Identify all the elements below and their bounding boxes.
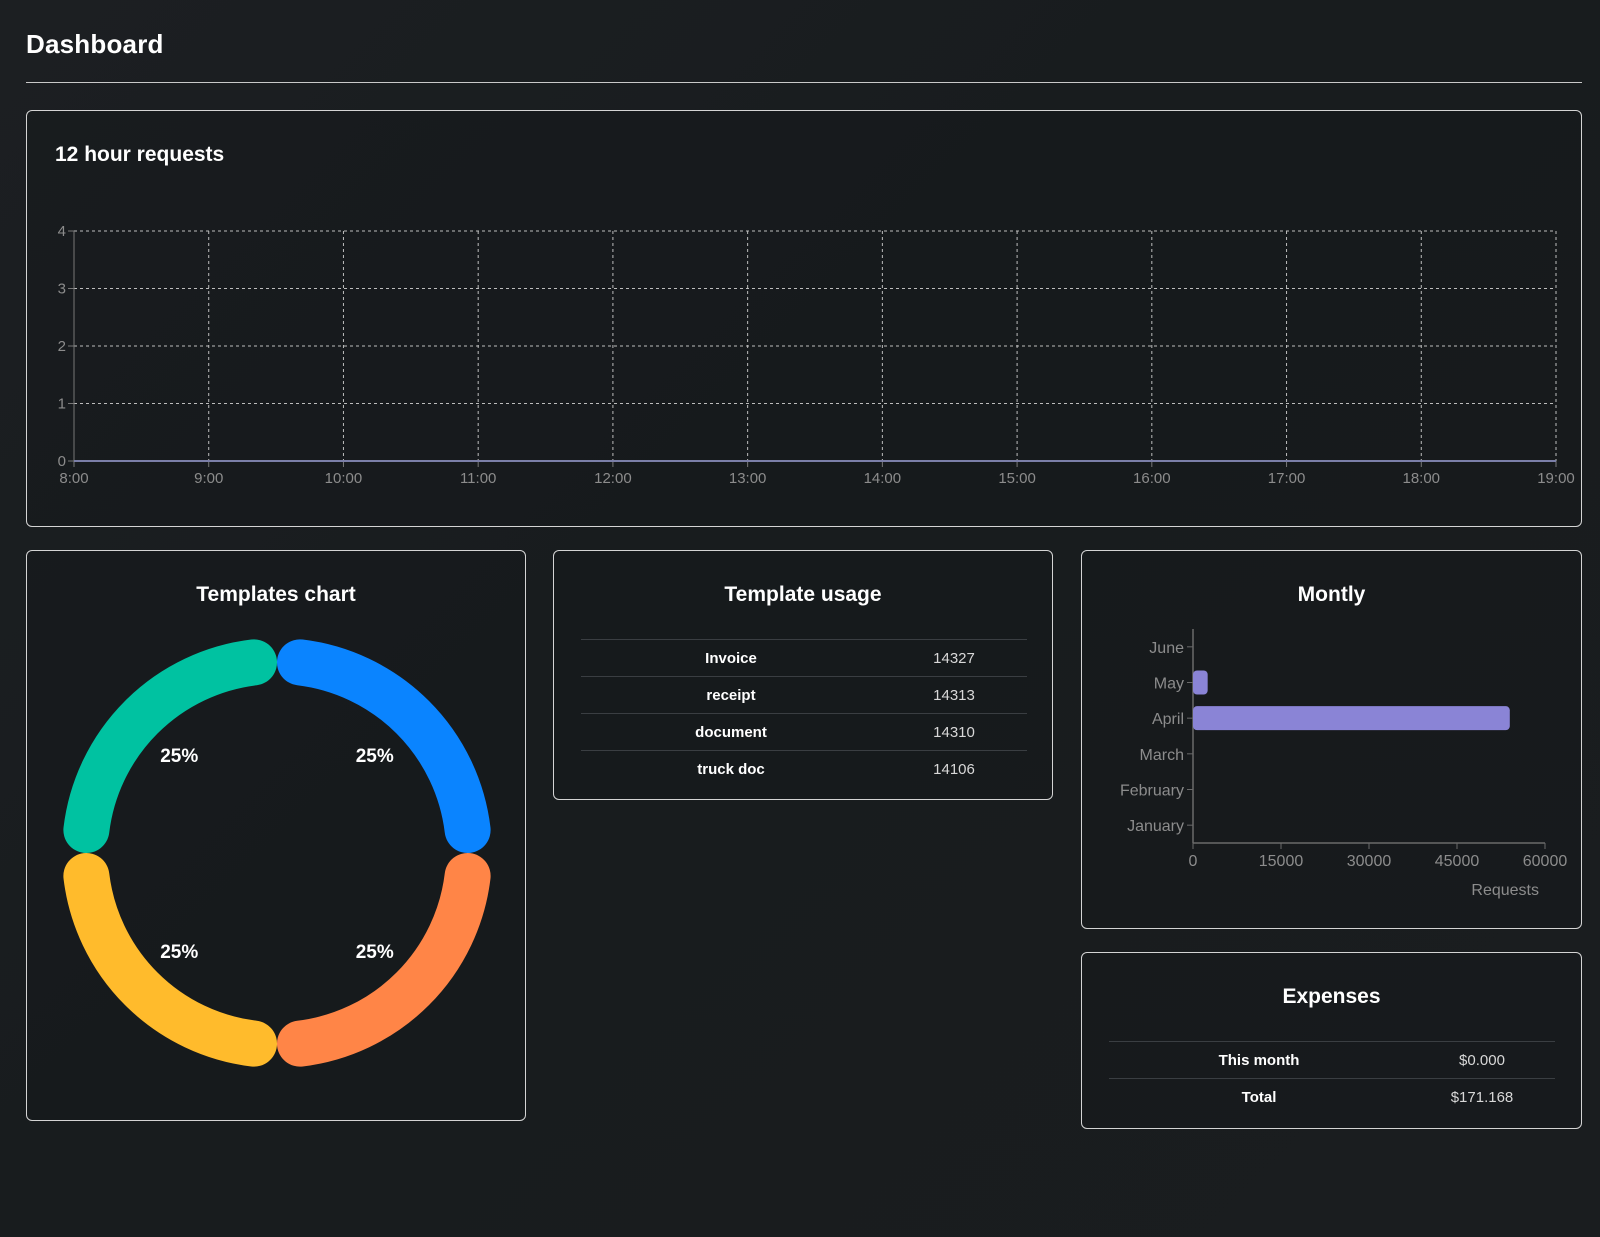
template-name: receipt	[581, 676, 881, 714]
requests-card: 0 1 2 3 4 8:00 9:00 10:00 11:00 12:00 13:00 14:00 15…	[26, 110, 1582, 527]
expenses-card: Expenses This month $0.000 Total $171.16…	[1081, 952, 1582, 1129]
template-count: 14106	[881, 750, 1027, 787]
table-row: document 14310	[581, 713, 1027, 751]
template-count: 14327	[881, 639, 1027, 677]
requests-card-title: 12 hour requests	[55, 143, 225, 166]
x-tick-label: 19:00	[1537, 470, 1575, 487]
table-row: truck doc 14106	[581, 750, 1027, 787]
slice-label: 25%	[160, 746, 198, 767]
y-tick-label: March	[1140, 747, 1184, 764]
y-tick-label: February	[1120, 783, 1184, 800]
slice-label: 25%	[356, 942, 394, 963]
expenses-card-title: Expenses	[1282, 985, 1381, 1008]
x-tick-label: 9:00	[194, 470, 223, 487]
bar	[1193, 670, 1208, 695]
slice-label: 25%	[160, 942, 198, 963]
y-tick-label: 2	[58, 338, 66, 355]
y-tick-label: January	[1127, 818, 1184, 835]
x-tick-label: 12:00	[594, 470, 632, 487]
templates-card-title: Templates chart	[196, 583, 356, 606]
table-row: This month $0.000	[1109, 1041, 1555, 1079]
x-tick-label: 18:00	[1402, 470, 1440, 487]
template-usage-table: Invoice 14327 receipt 14313 document 143…	[581, 639, 1027, 787]
x-tick-label: 15000	[1259, 853, 1304, 870]
x-tick-label: 30000	[1347, 853, 1392, 870]
page-header: Dashboard	[26, 26, 1582, 83]
y-tick-label: 3	[58, 281, 66, 298]
y-tick-label: June	[1149, 640, 1184, 657]
requests-line-chart: 0 1 2 3 4 8:00 9:00 10:00 11:00 12:00 13:00 14:00 15…	[58, 223, 1575, 487]
donut-slice	[63, 852, 278, 1067]
template-name: truck doc	[581, 750, 881, 787]
donut-slice	[276, 639, 491, 854]
template-usage-card: Template usage Invoice 14327 receipt 143…	[553, 550, 1053, 800]
slice-label: 25%	[356, 746, 394, 767]
bar	[1193, 706, 1510, 731]
templates-card: 25% 25% 25% 25% Templates chart	[26, 550, 526, 1121]
x-tick-label: 0	[1189, 853, 1198, 870]
table-row: Total $171.168	[1109, 1078, 1555, 1115]
templates-donut-chart: 25% 25% 25% 25%	[63, 639, 491, 1067]
monthly-card: January February March April May June 0 15000 30…	[1081, 550, 1582, 929]
template-name: Invoice	[581, 639, 881, 677]
x-tick-label: 17:00	[1268, 470, 1306, 487]
table-row: receipt 14313	[581, 676, 1027, 714]
x-tick-label: 45000	[1435, 853, 1480, 870]
y-tick-label: 4	[58, 223, 66, 240]
x-tick-label: 14:00	[864, 470, 902, 487]
donut-slice	[63, 639, 278, 854]
y-tick-label: May	[1154, 676, 1184, 693]
donut-slice	[276, 852, 491, 1067]
y-tick-label: 1	[58, 396, 66, 413]
x-axis-label: Requests	[1471, 882, 1539, 899]
monthly-card-title: Montly	[1297, 583, 1366, 606]
y-tick-label: April	[1152, 711, 1184, 728]
template-count: 14310	[881, 713, 1027, 751]
expenses-table: This month $0.000 Total $171.168	[1109, 1041, 1555, 1115]
template-usage-title: Template usage	[724, 583, 882, 606]
expense-label: This month	[1109, 1041, 1409, 1079]
expense-value: $171.168	[1409, 1078, 1555, 1115]
x-tick-label: 16:00	[1133, 470, 1171, 487]
x-tick-label: 13:00	[729, 470, 767, 487]
template-count: 14313	[881, 676, 1027, 714]
expense-label: Total	[1109, 1078, 1409, 1115]
x-tick-label: 15:00	[998, 470, 1036, 487]
x-tick-label: 60000	[1523, 853, 1568, 870]
page-title: Dashboard	[26, 29, 164, 59]
y-tick-label: 0	[58, 453, 66, 470]
expense-value: $0.000	[1409, 1041, 1555, 1079]
template-name: document	[581, 713, 881, 751]
x-tick-label: 11:00	[460, 470, 496, 487]
x-tick-label: 8:00	[59, 470, 88, 487]
monthly-bar-chart: January February March April May June 0 15000 30…	[1120, 629, 1568, 899]
table-row: Invoice 14327	[581, 639, 1027, 677]
x-tick-label: 10:00	[325, 470, 363, 487]
